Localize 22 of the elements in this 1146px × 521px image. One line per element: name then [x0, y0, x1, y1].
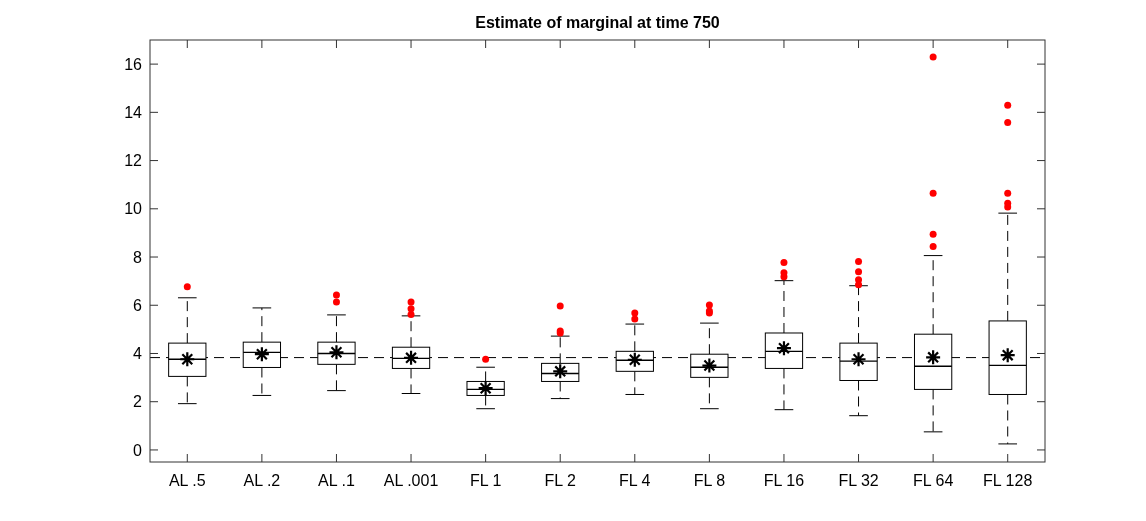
x-tick-label: FL 4	[619, 472, 651, 489]
x-tick-label: FL 8	[693, 472, 726, 489]
x-tick-label: FL 64	[912, 472, 954, 489]
y-tick-label: 8	[133, 248, 143, 266]
y-tick-label: 10	[124, 200, 143, 218]
x-tick-label: AL .001	[383, 472, 439, 489]
x-tick-label: AL .2	[243, 472, 281, 489]
x-tick-label: AL .1	[318, 472, 355, 489]
x-tick-label: FL 128	[983, 472, 1033, 489]
y-tick-label: 0	[133, 441, 143, 459]
x-tick-label: FL 16	[763, 472, 805, 489]
x-tick-label: AL .5	[168, 472, 206, 489]
y-tick-label: 4	[133, 345, 143, 363]
x-tick-label: FL 1	[469, 472, 502, 489]
x-tick-label: FL 32	[838, 472, 879, 489]
y-tick-label: 16	[124, 55, 143, 73]
y-tick-label: 12	[124, 152, 143, 170]
y-tick-label: 14	[124, 103, 143, 121]
chart-title: Estimate of marginal at time 750	[475, 14, 720, 31]
y-tick-label: 2	[133, 393, 143, 411]
x-tick-label: FL 2	[544, 472, 577, 489]
y-tick-label: 6	[133, 296, 143, 314]
